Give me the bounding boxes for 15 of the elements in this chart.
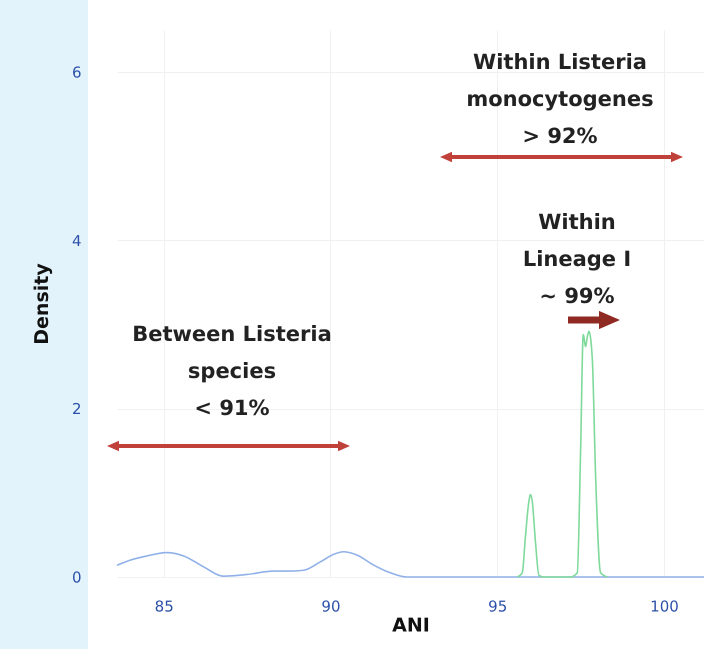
y-tick-label: 0 [72, 568, 82, 586]
y-tick-label: 6 [72, 64, 82, 82]
y-tick-label: 4 [72, 232, 82, 250]
x-tick-label: 100 [650, 598, 679, 616]
line-series [116, 550, 704, 578]
y-axis-title: Density [30, 262, 53, 345]
x-tick-label: 85 [154, 598, 174, 616]
x-axis-title: ANI [392, 614, 430, 636]
annotation: Between Listeria species < 91% [131, 321, 333, 422]
y-tick-label: 2 [72, 400, 82, 418]
x-tick-label: 90 [321, 598, 340, 616]
x-tick-label: 95 [488, 598, 508, 616]
line-series [516, 330, 608, 578]
annotation: Within Listeria monocytogenes > 92% [465, 49, 655, 150]
annotation: Within Lineage I ~ 99% [522, 209, 632, 310]
